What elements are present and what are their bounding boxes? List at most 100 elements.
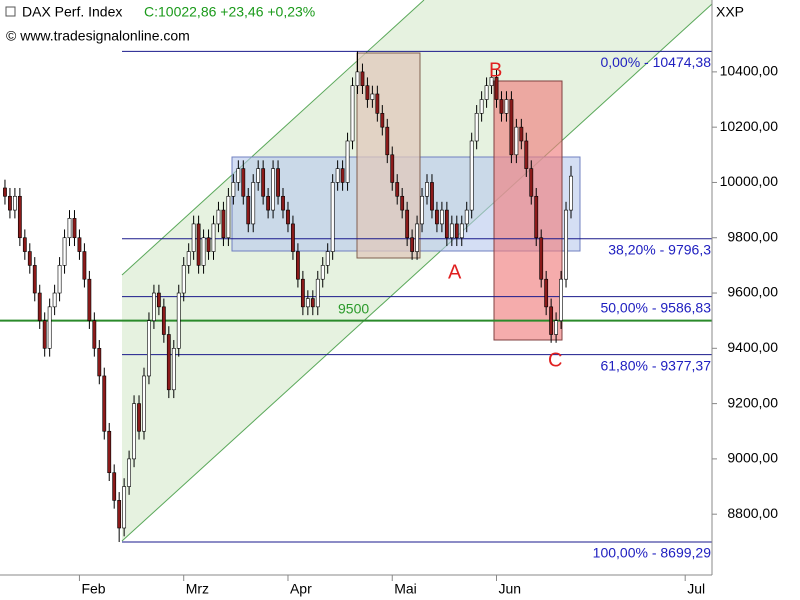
candle-body	[564, 209, 568, 280]
candle-body	[147, 320, 151, 377]
y-tick-label: 9200,00	[727, 394, 778, 410]
candle-body	[464, 209, 469, 225]
candle-body	[534, 195, 539, 239]
candle-body	[380, 113, 385, 128]
candle-body	[494, 77, 499, 100]
symbol-icon	[5, 6, 16, 17]
candle-body	[236, 168, 241, 183]
candle-body	[127, 458, 131, 487]
candle-body	[266, 195, 271, 211]
candle-body	[112, 472, 117, 501]
candle-body	[400, 195, 405, 211]
candle-body	[22, 237, 27, 252]
candle-body	[72, 218, 77, 239]
candle-body	[171, 348, 176, 391]
candle-body	[474, 113, 479, 142]
candle-body	[3, 187, 7, 197]
candle-body	[97, 348, 102, 377]
candle-body	[77, 237, 82, 252]
candle-body	[559, 278, 563, 321]
trend-channel	[122, 0, 712, 541]
candle-body	[385, 126, 390, 156]
y-tick-label: 10200,00	[720, 118, 779, 134]
x-tick-label: Apr	[290, 581, 312, 597]
candle-body	[554, 320, 558, 335]
candle-body	[355, 71, 360, 86]
chart-title: DAX Perf. Index	[22, 4, 122, 20]
candle-body	[310, 298, 315, 308]
candle-body	[52, 292, 57, 308]
candle-body	[226, 195, 231, 239]
candle-body	[469, 140, 474, 211]
candle-body	[201, 237, 206, 266]
candle-body	[514, 126, 519, 156]
candle-body	[8, 195, 12, 211]
candle-body	[62, 237, 67, 266]
candle-body	[484, 85, 489, 100]
candle-body	[142, 375, 146, 432]
candle-body	[281, 195, 285, 211]
candle-body	[87, 278, 92, 321]
fib-label: 100,00% - 8699,29	[593, 545, 712, 561]
candle-body	[261, 168, 266, 197]
candle-body	[67, 218, 72, 239]
candle-body	[479, 99, 484, 114]
x-tick-label: Mai	[394, 581, 417, 597]
candle-body	[509, 99, 514, 156]
fib-label: 50,00% - 9586,83	[600, 299, 711, 315]
candle-body	[420, 195, 424, 225]
channel-lower	[121, 3, 713, 542]
candle-body	[117, 500, 122, 529]
x-tick-label: Feb	[81, 581, 105, 597]
candle-body	[375, 93, 380, 114]
y-tick-label: 9800,00	[727, 228, 778, 244]
candle-body	[305, 298, 310, 308]
candle-body	[27, 251, 32, 266]
candle-body	[47, 306, 52, 349]
candle-body	[320, 265, 325, 280]
candle-body	[439, 209, 444, 225]
candle-body	[405, 209, 410, 239]
candle-body	[161, 306, 166, 335]
candle-body	[92, 320, 97, 349]
candle-body	[276, 168, 280, 197]
candle-body	[544, 278, 549, 308]
candle-body	[365, 85, 370, 100]
candle-body	[102, 375, 107, 432]
candle-body	[415, 223, 419, 252]
fib-label: 38,20% - 9796,3	[608, 241, 711, 257]
candle-body	[156, 292, 161, 308]
annotation: A	[448, 261, 462, 283]
candle-body	[449, 223, 454, 239]
candle-body	[325, 251, 330, 266]
candle-body	[152, 292, 156, 321]
candle-body	[539, 237, 544, 280]
y-tick-label: 9000,00	[727, 450, 778, 466]
candle-body	[340, 168, 345, 183]
candle-body	[410, 237, 415, 252]
channel-upper	[121, 0, 425, 276]
candle-body	[569, 175, 573, 211]
candle-body	[241, 168, 246, 197]
candle-body	[286, 209, 290, 225]
y-tick-label: 9600,00	[727, 284, 778, 300]
y-tick-label: 10000,00	[720, 173, 779, 189]
candle-body	[345, 140, 350, 183]
candle-body	[221, 209, 226, 239]
fib-label: 61,80% - 9377,37	[600, 357, 711, 373]
candle-body	[37, 292, 42, 321]
x-tick-label: Jun	[499, 581, 522, 597]
candle-body	[529, 168, 534, 197]
candle-body	[17, 195, 22, 239]
annotation: C	[548, 349, 562, 371]
candle-body	[330, 182, 335, 252]
candle-body	[435, 209, 439, 225]
candle-body	[191, 223, 196, 252]
candle-body	[395, 182, 400, 197]
candle-body	[459, 223, 464, 239]
candle-body	[296, 251, 300, 280]
x-tick-label: Mrz	[186, 581, 209, 597]
y-tick-label: 10400,00	[720, 63, 779, 79]
quote: C:10022,86 +23,46 +0,23%	[144, 4, 315, 20]
